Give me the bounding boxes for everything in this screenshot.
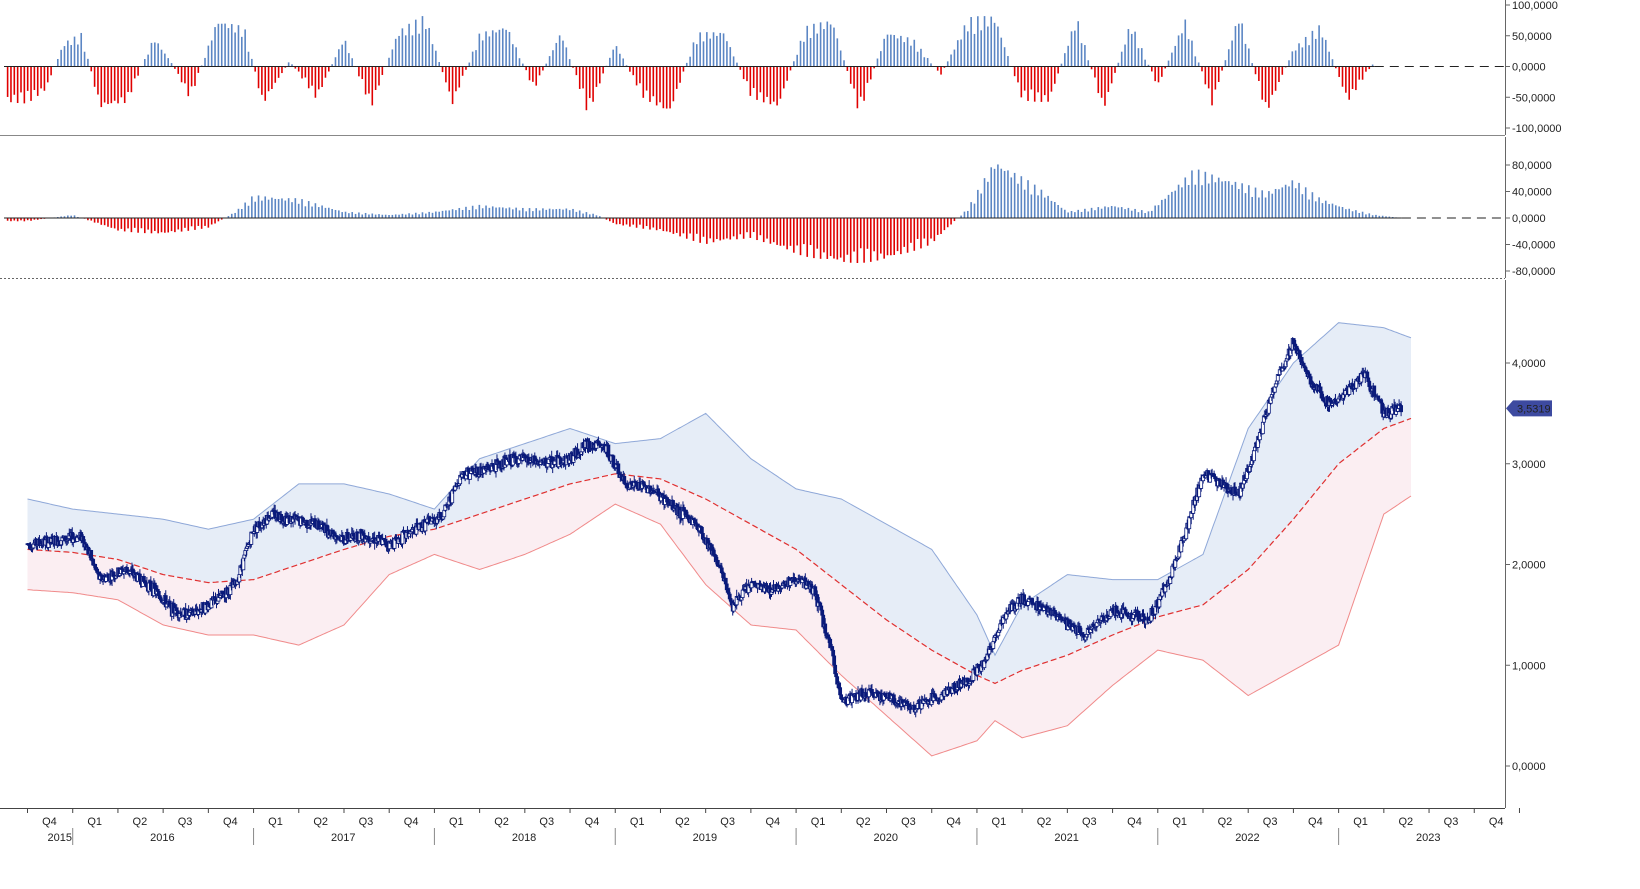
candle-body xyxy=(1273,383,1278,388)
candle-body xyxy=(81,536,86,543)
lower-band-line xyxy=(27,495,1412,757)
x-quarter-label: Q3 xyxy=(720,816,735,828)
x-year-label: 2022 xyxy=(1235,832,1259,844)
y-tick-label: 40,0000 xyxy=(1512,187,1552,199)
x-year-label: 2021 xyxy=(1054,832,1078,844)
x-quarter-label: Q3 xyxy=(1082,816,1097,828)
y-tick-label: 0,0000 xyxy=(1512,62,1546,74)
x-quarter-label: Q1 xyxy=(268,816,283,828)
candle-body xyxy=(1026,601,1031,606)
last-price-label: 3,5319 xyxy=(1517,403,1551,415)
y-tick-label: 4,0000 xyxy=(1512,358,1546,370)
x-quarter-label: Q1 xyxy=(449,816,464,828)
x-quarter-label: Q4 xyxy=(223,816,238,828)
candle-body xyxy=(141,576,146,582)
candle-body xyxy=(1399,405,1404,413)
x-quarter-label: Q1 xyxy=(87,816,102,828)
upper-band-fill xyxy=(27,322,1411,684)
lower-band-fill xyxy=(27,418,1411,756)
candle-body xyxy=(104,576,108,582)
x-quarter-label: Q1 xyxy=(1172,816,1187,828)
x-quarter-label: Q4 xyxy=(946,816,961,828)
x-quarter-label: Q2 xyxy=(1218,816,1233,828)
last-price-tag: 3,5319 xyxy=(1506,400,1552,417)
y-tick-label: -50,0000 xyxy=(1512,92,1555,104)
x-quarter-label: Q2 xyxy=(675,816,690,828)
candle-body xyxy=(831,649,836,657)
x-quarter-label: Q4 xyxy=(1489,816,1504,828)
x-quarter-label: Q2 xyxy=(856,816,871,828)
candle-body xyxy=(616,463,621,475)
y-tick-label: 100,0000 xyxy=(1512,0,1558,12)
x-quarter-label: Q2 xyxy=(1398,816,1413,828)
last-price-tag-shape xyxy=(1506,400,1552,417)
candle-body xyxy=(317,520,321,529)
candle-body xyxy=(366,536,371,541)
x-quarter-label: Q3 xyxy=(1263,816,1278,828)
candle-body xyxy=(832,655,837,666)
x-year-label: 2020 xyxy=(874,832,898,844)
y-tick-label: -100,0000 xyxy=(1512,123,1562,135)
x-quarter-label: Q1 xyxy=(992,816,1007,828)
candle-body xyxy=(996,631,1001,637)
y-tick-label: 3,0000 xyxy=(1512,459,1546,471)
x-year-label: 2016 xyxy=(150,832,174,844)
y-tick-label: -40,0000 xyxy=(1512,240,1555,252)
x-axis: Q4 Q1 Q2 Q3 Q4 Q1 Q2 Q3 Q4 Q1 Q2 Q3 Q4 Q1 Q2 Q3 Q4 Q1 Q2 Q3… xyxy=(0,808,1520,845)
x-quarter-label: Q3 xyxy=(359,816,374,828)
price-panel: 4,0000 3,0000 2,0000 1,0000 0,0000 xyxy=(25,280,1546,808)
x-year-label: 2019 xyxy=(693,832,717,844)
oscillator-1-panel: 100,0000 50,0000 0,0000 -50,0000 -100,0000 xyxy=(0,0,1562,136)
x-quarter-label: Q4 xyxy=(1308,816,1323,828)
upper-band-line xyxy=(27,322,1412,657)
y-tick-label: -80,0000 xyxy=(1512,266,1555,278)
y-tick-label: 80,0000 xyxy=(1512,160,1552,172)
y-tick-label: 50,0000 xyxy=(1512,31,1552,43)
x-quarter-label: Q1 xyxy=(1353,816,1368,828)
y-tick-label: 1,0000 xyxy=(1512,660,1546,672)
x-quarter-label: Q2 xyxy=(1037,816,1052,828)
x-quarter-label: Q4 xyxy=(585,816,600,828)
x-year-label: 2017 xyxy=(331,832,355,844)
x-quarter-label: Q1 xyxy=(630,816,645,828)
oscillator-2-panel: 80,0000 40,0000 0,0000 -40,0000 -80,0000 xyxy=(0,137,1555,279)
x-quarter-label: Q1 xyxy=(811,816,826,828)
x-quarter-label: Q4 xyxy=(404,816,419,828)
moving-average-line xyxy=(27,417,1412,685)
candle-body xyxy=(723,577,728,585)
x-quarter-label: Q3 xyxy=(901,816,916,828)
candle-body xyxy=(249,531,254,545)
x-year-label: 2018 xyxy=(512,832,536,844)
x-quarter-label: Q4 xyxy=(1127,816,1142,828)
x-quarter-label: Q4 xyxy=(765,816,780,828)
candle-body xyxy=(606,444,611,458)
candle-body xyxy=(622,475,627,484)
y-tick-label: 2,0000 xyxy=(1512,560,1546,572)
candle-body xyxy=(1251,450,1256,462)
x-quarter-label: Q3 xyxy=(1444,816,1459,828)
candle-body xyxy=(749,582,754,589)
candle-body xyxy=(383,538,388,546)
x-quarter-label: Q2 xyxy=(313,816,328,828)
x-quarter-label: Q2 xyxy=(133,816,148,828)
x-quarter-label: Q3 xyxy=(178,816,193,828)
y-tick-label: 0,0000 xyxy=(1512,761,1546,773)
x-year-label: 2015 xyxy=(48,832,72,844)
x-year-label: 2023 xyxy=(1416,832,1440,844)
x-quarter-label: Q3 xyxy=(539,816,554,828)
x-quarter-label: Q4 xyxy=(42,816,57,828)
x-quarter-label: Q2 xyxy=(494,816,509,828)
y-tick-label: 0,0000 xyxy=(1512,213,1546,225)
